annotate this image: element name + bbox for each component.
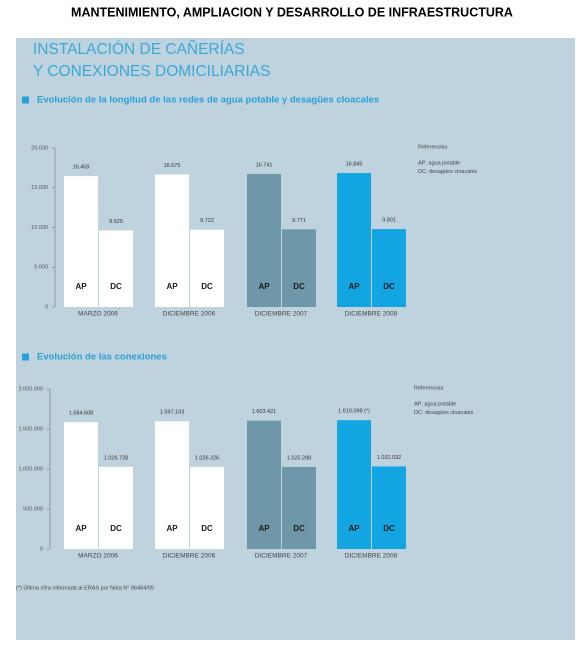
page-title: MANTENIMIENTO, AMPLIACION Y DESARROLLO D… — [71, 5, 513, 19]
bar-series-label: AP — [166, 282, 178, 291]
x-tick-label: DICIEMBRE 2006 — [163, 553, 216, 560]
value-label: 1.584.608 — [69, 411, 93, 417]
value-label: 16.741 — [256, 162, 273, 168]
bar-series-label: DC — [383, 524, 395, 533]
y-tick-label: 10.000 — [31, 225, 48, 231]
y-tick-label: 20.000 — [31, 145, 48, 151]
footnote: (*) Última cifra informada al ERAS por N… — [16, 584, 154, 591]
bar — [282, 466, 316, 549]
bar — [155, 421, 189, 549]
value-label: 9.801 — [382, 218, 396, 224]
bar-series-label: AP — [166, 524, 178, 533]
bar — [64, 422, 98, 549]
x-tick-label: DICIEMBRE 2008 — [345, 553, 398, 560]
x-tick-label: MARZO 2006 — [78, 553, 118, 560]
value-label: 16.845 — [346, 162, 363, 168]
bar — [190, 229, 224, 307]
subtitle-marker — [22, 353, 29, 361]
y-tick-label: 0 — [45, 304, 48, 310]
bar — [99, 466, 133, 549]
value-label: 1.025.288 — [287, 455, 311, 461]
y-tick-label: 2.000.000 — [19, 386, 43, 392]
value-label: 9.722 — [200, 218, 214, 224]
value-label: 1.026.728 — [104, 455, 128, 461]
legend-item: DC: desagües cloacales — [418, 169, 478, 175]
bar — [247, 420, 281, 549]
x-tick-label: DICIEMBRE 2006 — [163, 311, 216, 318]
bar — [337, 173, 371, 307]
y-tick-label: 15.000 — [31, 185, 48, 191]
heading-line: Y CONEXIONES DOMICILIARIAS — [33, 63, 270, 80]
y-tick-label: 5.000 — [34, 265, 48, 271]
subtitle-marker — [22, 96, 29, 104]
bar-series-label: AP — [258, 282, 270, 291]
bar — [372, 466, 406, 549]
y-tick-label: 1.500.000 — [19, 426, 43, 432]
y-tick-label: 1.000.000 — [19, 466, 43, 472]
value-label: 1.032.032 — [377, 455, 401, 461]
bar-series-label: AP — [258, 524, 270, 533]
bar-series-label: AP — [75, 524, 87, 533]
value-label: 16.459 — [73, 165, 90, 171]
value-label: 1.026.326 — [195, 455, 219, 461]
bar-series-label: DC — [383, 282, 395, 291]
bar-series-label: DC — [201, 524, 213, 533]
value-label: 1.597.103 — [160, 410, 184, 416]
y-tick-label: 0 — [40, 546, 43, 552]
bar-series-label: DC — [201, 282, 213, 291]
legend-title: Referencias — [414, 385, 444, 391]
bar — [337, 420, 371, 549]
x-tick-label: DICIEMBRE 2007 — [255, 311, 308, 318]
value-label: 1.603.421 — [252, 409, 276, 415]
x-tick-label: DICIEMBRE 2007 — [255, 553, 308, 560]
bar-series-label: AP — [75, 282, 87, 291]
chart-subtitle: Evolución de la longitud de las redes de… — [37, 95, 379, 106]
legend-item: AP: agua potable — [414, 401, 456, 407]
bar-series-label: DC — [293, 524, 305, 533]
value-label: 9.771 — [292, 218, 306, 224]
value-label: 1.610.098 (*) — [338, 409, 370, 415]
panel — [16, 38, 575, 640]
legend-title: Referencias — [418, 144, 448, 150]
heading-line: INSTALACIÓN DE CAÑERÍAS — [33, 41, 245, 58]
x-tick-label: DICIEMBRE 2008 — [345, 311, 398, 318]
chart-subtitle: Evolución de las conexiones — [37, 352, 167, 363]
legend-item: DC: desagües cloacales — [414, 410, 474, 416]
bar — [372, 229, 406, 307]
bar — [64, 176, 98, 307]
x-tick-label: MARZO 2006 — [78, 311, 118, 318]
bar — [190, 466, 224, 549]
legend-item: AP: agua potable — [418, 160, 460, 166]
y-tick-label: 500.000 — [23, 506, 43, 512]
bar-series-label: DC — [293, 282, 305, 291]
bar — [99, 230, 133, 307]
bar-series-label: DC — [110, 282, 122, 291]
bar — [155, 174, 189, 307]
bar-series-label: AP — [348, 282, 360, 291]
bar-series-label: AP — [348, 524, 360, 533]
bar — [282, 229, 316, 307]
value-label: 9.625 — [109, 219, 123, 225]
value-label: 16.675 — [164, 163, 181, 169]
bar — [247, 173, 281, 307]
bar-series-label: DC — [110, 524, 122, 533]
